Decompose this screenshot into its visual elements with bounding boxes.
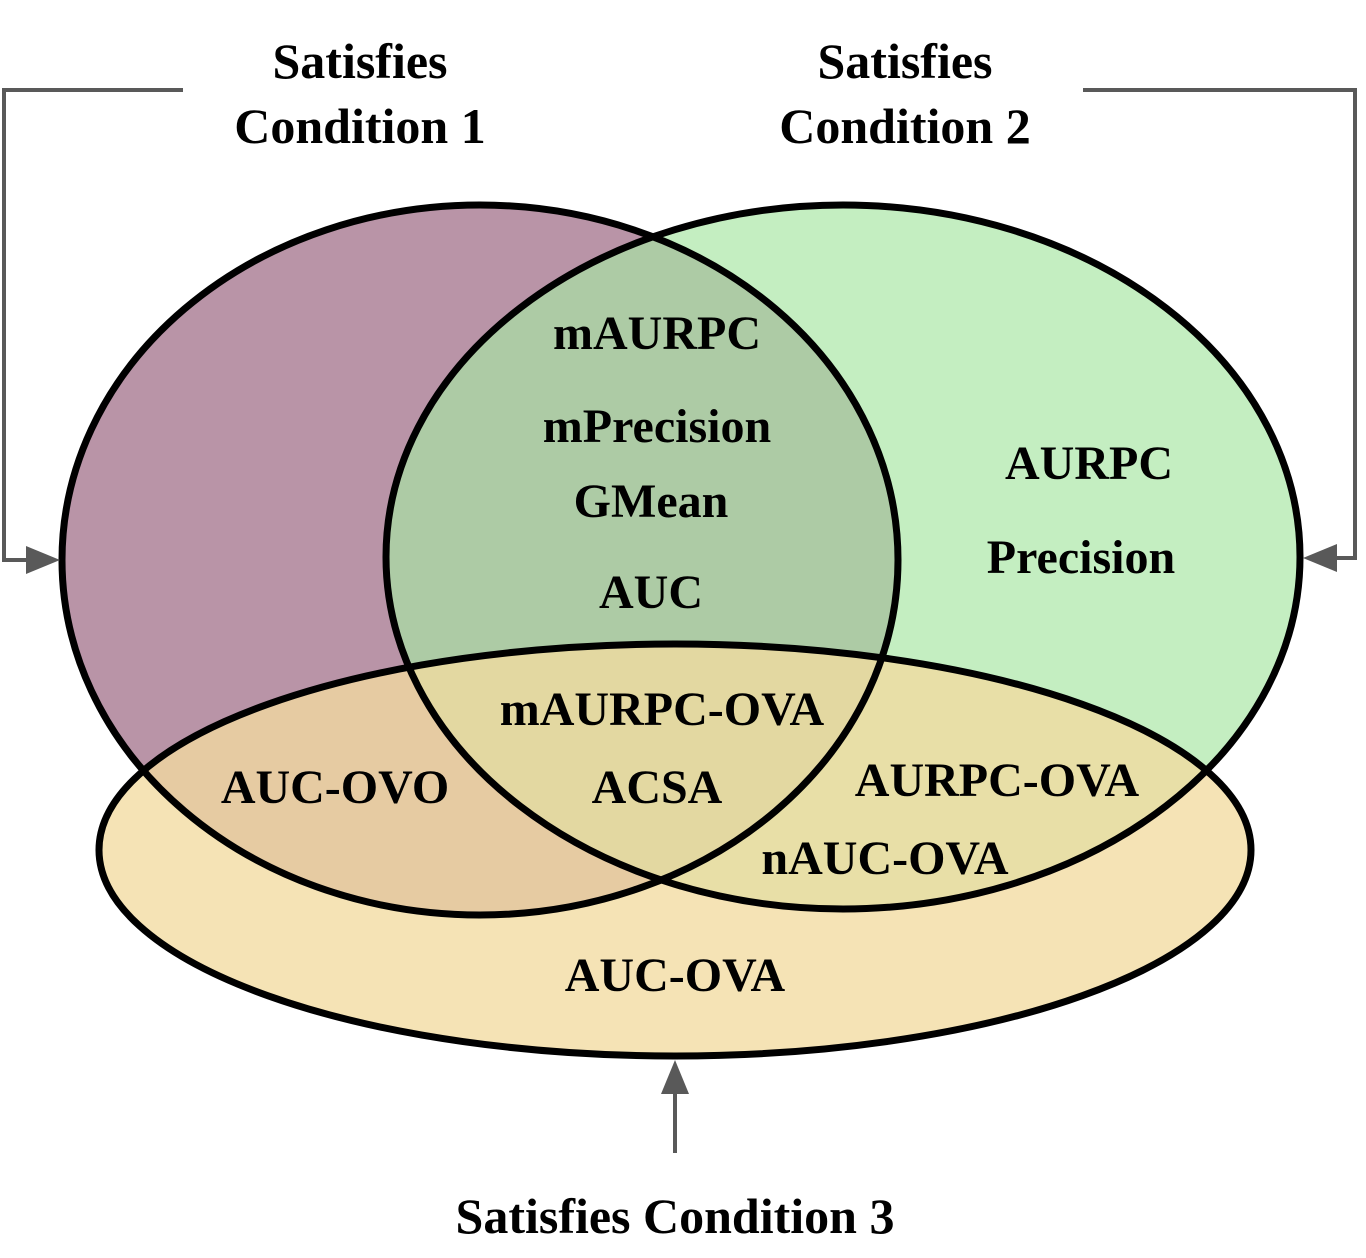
metric-label: AUC-OVA bbox=[565, 949, 786, 1002]
arrow-head-icon bbox=[26, 546, 60, 574]
metric-label: mAURPC bbox=[553, 307, 761, 360]
arrow-head-icon bbox=[1303, 544, 1337, 572]
set-condition-2-outline bbox=[382, 201, 1304, 913]
condition-1-label-line-1: Satisfies bbox=[273, 33, 448, 89]
metric-label: mAURPC-OVA bbox=[500, 683, 825, 736]
connector-condition-1 bbox=[2, 88, 183, 562]
metric-label: mPrecision bbox=[543, 400, 771, 453]
metric-label: AUC bbox=[599, 566, 703, 619]
metric-label: AUC-OVO bbox=[221, 761, 449, 814]
metric-label: nAUC-OVA bbox=[761, 832, 1008, 885]
metric-label: Precision bbox=[987, 531, 1175, 584]
arrow-head-icon bbox=[661, 1060, 689, 1094]
connector-condition-2 bbox=[1083, 88, 1357, 560]
condition-2-label-line-2: Condition 2 bbox=[779, 98, 1030, 154]
condition-2-label-line-1: Satisfies bbox=[818, 33, 993, 89]
condition-1-label-line-2: Condition 1 bbox=[234, 98, 485, 154]
set-condition-3-outline bbox=[95, 640, 1255, 1060]
condition-3-label: Satisfies Condition 3 bbox=[456, 1188, 895, 1244]
metric-label: ACSA bbox=[592, 761, 723, 814]
set-condition-3 bbox=[99, 644, 1251, 1056]
metric-label: AURPC-OVA bbox=[855, 754, 1140, 807]
set-condition-1-outline bbox=[58, 201, 902, 919]
metric-label: GMean bbox=[574, 475, 729, 528]
metric-label: AURPC bbox=[1005, 437, 1173, 490]
